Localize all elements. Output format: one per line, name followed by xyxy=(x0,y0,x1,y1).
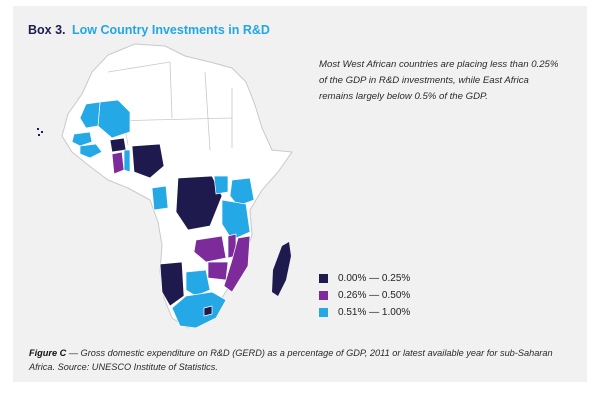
legend-item-bin-low: 0.00% — 0.25% xyxy=(319,270,410,287)
cameroon-region xyxy=(151,185,169,211)
nigeria-region xyxy=(131,143,165,179)
legend-label-low: 0.00% — 0.25% xyxy=(338,273,411,284)
namibia-region xyxy=(159,261,185,307)
ghana-region xyxy=(111,151,125,175)
legend-label-high: 0.51% — 1.00% xyxy=(338,307,411,318)
map-legend: 0.00% — 0.25% 0.26% — 0.50% 0.51% — 1.00… xyxy=(319,270,410,321)
legend-item-bin-high: 0.51% — 1.00% xyxy=(319,304,410,321)
box-heading: Low Country Investments in R&D xyxy=(72,23,270,37)
legend-item-bin-mid: 0.26% — 0.50% xyxy=(319,287,410,304)
burkina-region xyxy=(109,137,127,153)
ethiopia-region xyxy=(229,177,255,207)
legend-swatch-low xyxy=(319,274,328,283)
senegal-region xyxy=(71,131,93,147)
legend-swatch-high xyxy=(319,308,328,317)
mauritania-region xyxy=(79,101,101,129)
zambia-region xyxy=(193,235,227,263)
zimbabwe-region xyxy=(207,261,229,281)
mozambique-region xyxy=(223,235,251,293)
country-regions xyxy=(71,99,255,329)
botswana-region xyxy=(185,269,211,297)
figure-caption: Figure C — Gross domestic expenditure on… xyxy=(29,346,574,374)
guinea-region xyxy=(79,143,103,159)
legend-label-mid: 0.26% — 0.50% xyxy=(338,290,411,301)
uganda-region xyxy=(213,175,229,195)
country-borders xyxy=(87,61,233,151)
caption-text: — Gross domestic expenditure on R&D (GER… xyxy=(29,348,553,372)
box-label: Box 3. xyxy=(28,23,66,37)
lesotho-region xyxy=(203,305,213,317)
box-title: Box 3. Low Country Investments in R&D xyxy=(28,23,270,37)
south-africa-region xyxy=(171,291,227,329)
madagascar-region xyxy=(272,242,291,296)
kenya-tanzania-region xyxy=(221,199,251,241)
legend-swatch-mid xyxy=(319,291,328,300)
drc-region xyxy=(175,175,223,231)
cape-verde-islands xyxy=(37,128,43,136)
togo-benin-region xyxy=(123,149,131,173)
figure-label: Figure C xyxy=(29,348,67,358)
intro-text: Most West African countries are placing … xyxy=(319,59,559,102)
